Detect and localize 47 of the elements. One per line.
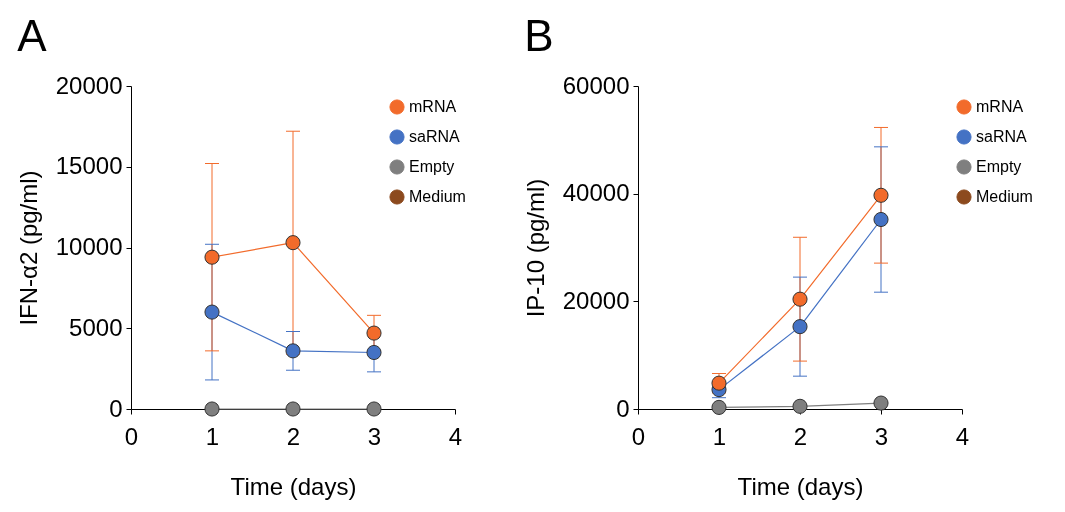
point xyxy=(366,344,382,361)
legend-label: Medium xyxy=(409,188,466,205)
x-tick-label: 4 xyxy=(955,422,970,450)
point xyxy=(792,291,808,307)
x-tick-label: 2 xyxy=(793,422,808,450)
y-tick-label: 5000 xyxy=(69,313,123,341)
x-axis-title: Time (days) xyxy=(230,472,357,500)
legend-label: Empty xyxy=(409,158,455,175)
legend-label: mRNA xyxy=(976,98,1024,115)
point xyxy=(204,401,220,417)
point xyxy=(792,319,808,335)
point xyxy=(285,343,301,359)
legend-label: Empty xyxy=(976,158,1022,175)
y-axis-title: IFN-α2 (pg/ml) xyxy=(14,170,42,326)
point xyxy=(711,399,727,415)
legend-label: Medium xyxy=(976,188,1033,205)
y-tick-label: 15000 xyxy=(55,152,123,180)
point xyxy=(366,325,382,341)
y-tick-label: 0 xyxy=(616,394,630,422)
y-tick-label: 10000 xyxy=(55,233,123,260)
x-tick-label: 3 xyxy=(874,422,889,450)
y-tick-label: 60000 xyxy=(562,71,630,99)
point xyxy=(873,187,889,203)
x-tick-label: 1 xyxy=(205,422,220,450)
legend-label: saRNA xyxy=(409,128,461,145)
y-tick-label: 20000 xyxy=(562,286,630,314)
point xyxy=(792,398,808,414)
y-tick-label: 0 xyxy=(109,394,123,422)
point xyxy=(204,249,220,265)
point xyxy=(873,395,889,411)
legend-label: mRNA xyxy=(409,98,457,115)
legend-label: saRNA xyxy=(976,128,1028,145)
x-axis-title: Time (days) xyxy=(737,472,864,500)
x-tick-label: 2 xyxy=(286,422,301,450)
y-tick-label: 20000 xyxy=(55,71,123,99)
chart-title: B xyxy=(524,11,554,60)
point xyxy=(204,304,220,320)
y-axis-title: IP-10 (pg/ml) xyxy=(521,178,549,318)
x-tick-label: 4 xyxy=(448,422,463,450)
x-tick-label: 1 xyxy=(712,422,727,450)
point xyxy=(873,211,889,228)
chart-title: A xyxy=(17,11,48,60)
point xyxy=(285,401,301,417)
point xyxy=(285,235,301,251)
x-tick-label: 3 xyxy=(367,422,382,450)
y-tick-label: 40000 xyxy=(562,179,630,207)
point xyxy=(366,401,382,417)
